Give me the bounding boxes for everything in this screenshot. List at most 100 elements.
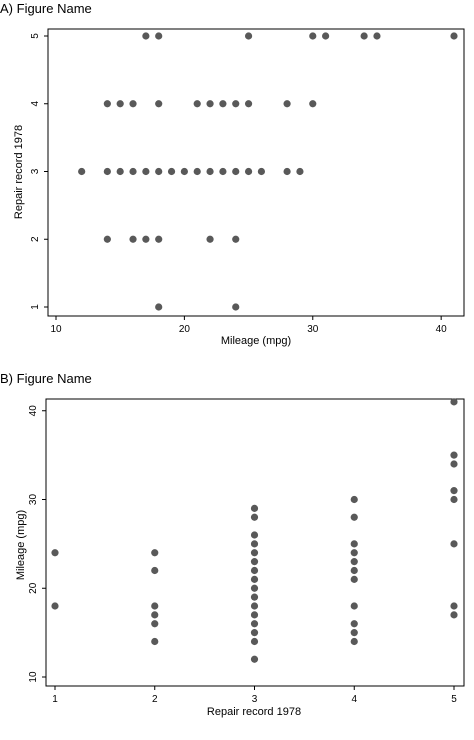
a-data-point xyxy=(129,100,137,108)
a-data-point xyxy=(193,167,201,176)
a-x-tick-label: 40 xyxy=(436,324,448,335)
a-data-point xyxy=(155,32,163,40)
b-data-point xyxy=(250,593,259,601)
b-data-point xyxy=(250,558,259,566)
b-data-point xyxy=(450,602,458,610)
a-data-point xyxy=(116,167,124,176)
b-data-point xyxy=(250,540,259,548)
b-x-tick-label: 1 xyxy=(52,694,58,705)
b-data-point xyxy=(350,629,358,637)
a-data-point xyxy=(257,167,266,176)
a-data-point xyxy=(129,167,137,176)
panel-a-x-axis-title: Mileage (mpg) xyxy=(221,335,291,347)
a-data-point xyxy=(103,167,111,176)
panel-a-points xyxy=(78,32,458,311)
a-data-point xyxy=(219,100,227,108)
b-y-tick-label: 40 xyxy=(28,405,39,417)
b-data-point xyxy=(151,566,159,575)
a-data-point xyxy=(373,32,381,40)
a-y-tick-label: 4 xyxy=(30,101,41,107)
a-data-point xyxy=(116,100,124,108)
b-data-point xyxy=(350,513,358,521)
b-y-tick-label: 10 xyxy=(28,671,39,683)
b-data-point xyxy=(250,655,259,663)
a-y-tick-label: 3 xyxy=(30,168,41,174)
a-data-point xyxy=(142,167,150,176)
a-data-point xyxy=(244,100,253,108)
b-data-point xyxy=(51,549,59,557)
panel-b: B) Figure Name 1 2 3 4 5 10 20 30 40 Repair reco… xyxy=(0,371,465,718)
a-data-point xyxy=(193,100,201,108)
a-data-point xyxy=(206,100,214,108)
b-data-point xyxy=(250,620,259,628)
a-data-point xyxy=(296,167,304,176)
a-data-point xyxy=(309,100,317,108)
b-data-point xyxy=(151,611,159,619)
a-data-point xyxy=(142,32,150,40)
b-data-point xyxy=(450,487,458,495)
a-x-tick-label: 10 xyxy=(50,324,62,335)
b-x-tick-label: 3 xyxy=(252,694,258,705)
a-data-point xyxy=(360,32,368,40)
b-y-tick-label: 20 xyxy=(28,582,39,594)
panel-a: A) Figure Name 10 20 30 40 1 2 3 4 5 Mileage (mp… xyxy=(0,1,465,347)
panel-a-ticks: 10 20 30 40 1 2 3 4 5 xyxy=(30,33,447,335)
b-data-point xyxy=(450,460,458,468)
b-data-point xyxy=(450,451,458,459)
a-data-point xyxy=(283,100,291,108)
b-data-point xyxy=(250,637,259,646)
a-data-point xyxy=(78,167,86,176)
a-x-tick-label: 20 xyxy=(179,324,191,335)
b-data-point xyxy=(51,602,59,610)
a-data-point xyxy=(103,100,111,108)
panel-b-points xyxy=(51,398,458,663)
b-y-tick-label: 30 xyxy=(28,494,39,506)
a-y-tick-label: 1 xyxy=(30,304,41,310)
a-data-point xyxy=(283,167,291,176)
a-y-tick-label: 5 xyxy=(30,33,41,39)
b-data-point xyxy=(350,495,358,504)
b-data-point xyxy=(350,566,358,575)
b-data-point xyxy=(151,620,159,628)
b-data-point xyxy=(350,558,358,566)
b-data-point xyxy=(250,575,259,583)
a-data-point xyxy=(219,167,227,176)
b-data-point xyxy=(350,602,358,610)
b-data-point xyxy=(250,629,259,637)
a-data-point xyxy=(103,235,111,243)
panel-b-y-axis-title: Mileage (mpg) xyxy=(15,510,27,580)
b-data-point xyxy=(250,504,259,512)
a-data-point xyxy=(155,167,163,176)
a-data-point xyxy=(206,235,214,243)
b-data-point xyxy=(350,575,358,583)
b-data-point xyxy=(450,540,458,548)
a-data-point xyxy=(232,100,240,108)
a-x-tick-label: 30 xyxy=(307,324,319,335)
panel-a-plot-frame xyxy=(47,28,465,317)
a-data-point xyxy=(450,32,458,40)
b-data-point xyxy=(250,611,259,619)
b-data-point xyxy=(250,602,259,610)
b-x-tick-label: 5 xyxy=(451,694,457,705)
b-x-tick-label: 4 xyxy=(351,694,357,705)
b-data-point xyxy=(350,620,358,628)
b-data-point xyxy=(250,566,259,575)
a-data-point xyxy=(155,235,163,243)
b-data-point xyxy=(250,549,259,557)
b-x-tick-label: 2 xyxy=(152,694,158,705)
a-y-tick-label: 2 xyxy=(30,236,41,242)
panel-b-ticks: 1 2 3 4 5 10 20 30 40 xyxy=(28,405,457,705)
b-data-point xyxy=(350,549,358,557)
a-data-point xyxy=(322,32,330,40)
a-data-point xyxy=(129,235,137,243)
a-data-point xyxy=(244,167,253,176)
b-data-point xyxy=(450,398,458,406)
a-data-point xyxy=(232,235,240,243)
b-data-point xyxy=(450,495,458,504)
b-data-point xyxy=(450,611,458,619)
a-data-point xyxy=(244,32,253,40)
b-data-point xyxy=(250,584,259,592)
panel-a-y-axis-title: Repair record 1978 xyxy=(13,125,25,219)
b-data-point xyxy=(151,602,159,610)
